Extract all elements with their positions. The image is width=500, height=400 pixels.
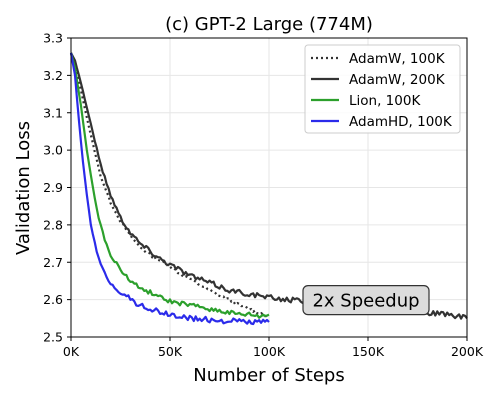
legend-frame — [304, 44, 461, 134]
y-tick-label: 2.6 — [43, 292, 63, 307]
y-tick-label: 3.0 — [43, 143, 63, 158]
chart-title: (c) GPT-2 Large (774M) — [165, 14, 373, 35]
x-tick-label: 100K — [253, 344, 286, 359]
x-tick-label: 0K — [63, 344, 80, 359]
annotation-box — [302, 285, 430, 316]
legend-label-1: AdamW, 200K — [349, 72, 446, 88]
series-line-2 — [69, 52, 270, 319]
y-tick-label: 2.8 — [43, 217, 63, 232]
x-axis-label: Number of Steps — [193, 365, 344, 386]
annotation-text: 2x Speedup — [312, 291, 419, 312]
series-line-0 — [69, 52, 270, 318]
series-line-3 — [69, 52, 270, 326]
y-tick-label: 2.7 — [43, 255, 63, 270]
x-tick-label: 200K — [451, 344, 484, 359]
annotation-speedup: 2x Speedup — [302, 285, 430, 316]
y-tick-label: 3.2 — [43, 68, 63, 83]
legend-label-3: AdamHD, 100K — [349, 114, 453, 130]
y-tick-label: 2.5 — [43, 330, 63, 345]
legend: AdamW, 100K AdamW, 200K Lion, 100K AdamHD, … — [304, 44, 461, 134]
y-tick-label: 3.1 — [43, 105, 63, 120]
legend-label-2: Lion, 100K — [349, 93, 421, 109]
x-tick-label: 50K — [158, 344, 183, 359]
x-axis: 0K 50K 100K 150K 200K — [63, 337, 484, 359]
x-tick-label: 150K — [352, 344, 385, 359]
y-tick-label: 2.9 — [43, 180, 63, 195]
y-axis-label: Validation Loss — [13, 121, 34, 255]
y-tick-label: 3.3 — [43, 31, 63, 46]
y-axis: 2.5 2.6 2.7 2.8 2.9 3.0 3.1 3.2 3.3 — [43, 31, 71, 345]
legend-label-0: AdamW, 100K — [349, 51, 446, 67]
